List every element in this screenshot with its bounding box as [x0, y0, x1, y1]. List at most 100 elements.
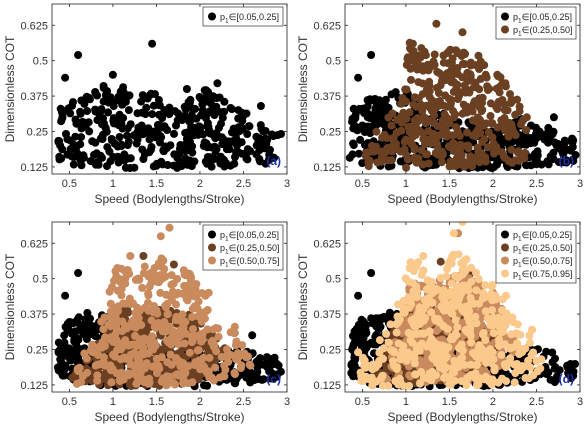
data-point: [387, 156, 396, 165]
data-point: [406, 64, 415, 73]
data-point: [548, 348, 557, 357]
data-point: [167, 360, 176, 369]
data-point: [409, 100, 418, 109]
data-point: [412, 330, 421, 339]
data-point: [410, 56, 419, 65]
x-tick-label: 1.5: [149, 178, 164, 190]
x-tick-label: 1.5: [442, 396, 457, 408]
data-point: [527, 351, 536, 360]
data-point: [245, 122, 253, 131]
data-point: [108, 283, 116, 292]
data-point: [447, 59, 456, 67]
x-tick-label: 3: [577, 396, 583, 408]
data-point: [66, 356, 75, 365]
data-point: [259, 127, 268, 136]
data-point: [178, 310, 187, 319]
data-point: [359, 334, 368, 343]
data-point: [452, 123, 460, 132]
data-point: [436, 81, 445, 90]
data-point: [58, 145, 67, 154]
x-tick-label: 2: [490, 178, 496, 190]
data-point: [551, 354, 559, 363]
data-point: [273, 131, 282, 140]
data-point: [192, 291, 201, 300]
data-point: [114, 121, 123, 129]
y-tick-label: 0.625: [20, 20, 48, 32]
data-point: [478, 294, 487, 303]
x-tick-label: 1: [110, 396, 116, 408]
data-point: [230, 322, 239, 331]
data-point: [64, 324, 73, 333]
data-point: [407, 129, 416, 138]
data-point: [203, 381, 212, 390]
data-point: [467, 338, 476, 347]
data-point: [153, 309, 162, 318]
data-point: [175, 316, 184, 325]
data-point: [408, 338, 417, 347]
data-point: [137, 321, 146, 329]
data-point: [417, 368, 426, 376]
data-point: [536, 364, 545, 373]
data-point: [139, 343, 148, 352]
data-point: [243, 130, 252, 138]
data-point: [178, 116, 187, 125]
data-point: [171, 380, 179, 389]
data-point: [109, 338, 118, 347]
data-point: [463, 108, 471, 117]
data-point: [106, 93, 115, 102]
data-point: [522, 140, 531, 149]
data-point: [495, 82, 504, 91]
data-point: [76, 156, 85, 165]
data-point: [404, 155, 412, 164]
data-point: [478, 93, 487, 102]
data-point: [196, 308, 205, 317]
data-point: [428, 298, 437, 307]
y-tick-label: 0.25: [27, 345, 48, 357]
data-point: [227, 105, 236, 114]
x-tick-label: 2: [197, 178, 203, 190]
data-point: [230, 379, 239, 388]
y-tick-label: 0.5: [326, 274, 341, 286]
data-point: [160, 318, 169, 326]
x-tick-label: 1: [110, 178, 116, 190]
data-point: [397, 126, 406, 135]
y-tick-label: 0.5: [326, 56, 341, 68]
data-point: [91, 322, 100, 331]
data-point: [419, 252, 428, 260]
data-point: [487, 119, 496, 128]
scatter-points: [345, 19, 580, 173]
data-point: [504, 132, 513, 141]
data-point: [256, 102, 265, 110]
data-point: [404, 293, 413, 302]
data-point: [521, 344, 530, 353]
data-point: [533, 156, 542, 165]
legend-entry: p1∈(0.50,0.75]: [513, 256, 573, 269]
data-point: [83, 107, 92, 115]
x-tick-label: 2.5: [529, 396, 544, 408]
data-point: [181, 154, 190, 163]
data-point: [263, 136, 272, 145]
data-point: [558, 147, 567, 156]
data-point: [465, 307, 474, 316]
data-point: [68, 373, 77, 382]
data-point: [154, 259, 163, 268]
data-point: [358, 353, 367, 362]
series-4: [354, 222, 546, 391]
data-point: [137, 97, 146, 106]
data-point: [367, 141, 376, 150]
data-point: [439, 51, 448, 60]
data-point: [458, 222, 467, 226]
data-point: [172, 290, 181, 299]
data-point: [449, 229, 458, 238]
data-point: [393, 312, 402, 321]
data-point: [85, 127, 94, 136]
data-point: [191, 358, 200, 367]
data-point: [203, 143, 212, 152]
data-point: [179, 373, 188, 382]
data-point: [184, 132, 193, 141]
data-point: [151, 361, 160, 370]
data-point: [217, 353, 226, 361]
data-point: [216, 152, 225, 161]
legend-entry: p1∈(0.25,0.50]: [513, 25, 573, 38]
